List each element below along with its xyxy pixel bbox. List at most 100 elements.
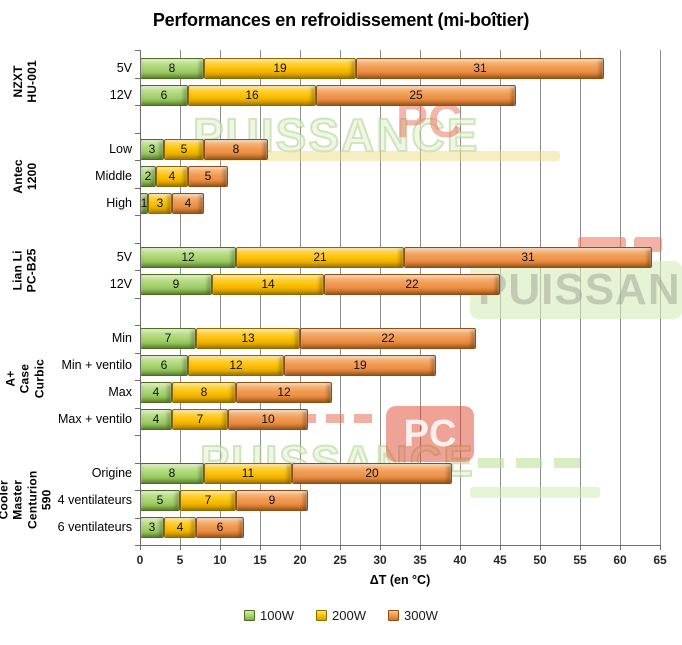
bar-segment-300w: 20 <box>292 462 452 484</box>
legend-label-200w: 200W <box>332 608 366 623</box>
bar-segment-100w: 8 <box>140 462 204 484</box>
bar-segment-300w: 4 <box>172 192 204 214</box>
x-axis-tick-50 <box>540 545 541 550</box>
legend-item-300w: 300W <box>387 608 438 623</box>
legend: 100W 200W 300W <box>0 608 682 623</box>
x-axis-tick-45 <box>500 545 501 550</box>
gridline-5 <box>180 50 181 545</box>
bar-segment-200w: 4 <box>164 516 196 538</box>
gridline-25 <box>340 50 341 545</box>
chart-title: Performances en refroidissement (mi-boît… <box>152 10 530 30</box>
gridline-30 <box>380 50 381 545</box>
x-tick-label-40: 40 <box>453 553 467 567</box>
gridline-65 <box>660 50 661 545</box>
category-label: 5V <box>116 61 132 75</box>
category-label: 12V <box>109 277 132 291</box>
bar-segment-300w: 22 <box>324 273 500 295</box>
legend-swatch-200w <box>316 610 328 621</box>
bar-segment-100w: 7 <box>140 327 196 349</box>
gridline-45 <box>500 50 501 545</box>
bar-segment-100w: 4 <box>140 381 172 403</box>
category-axis-tick <box>135 435 140 436</box>
legend-item-100w: 100W <box>244 608 294 623</box>
gridline-60 <box>620 50 621 545</box>
gridline-10 <box>220 50 221 545</box>
category-label: 12V <box>109 88 132 102</box>
x-tick-label-5: 5 <box>176 553 184 567</box>
bar-segment-300w: 31 <box>356 57 604 79</box>
group-label: A+ Case Curbic <box>2 314 48 444</box>
group-label-text: NZXT HU-001 <box>10 60 39 103</box>
category-axis-tick <box>135 105 140 106</box>
category-axis-tick <box>135 490 140 491</box>
category-axis-tick <box>135 352 140 354</box>
bar-segment-300w: 8 <box>204 138 268 160</box>
bar-segment-200w: 3 <box>148 192 172 214</box>
bar-segment-100w: 1 <box>140 192 148 214</box>
bar-segment-100w: 8 <box>140 57 204 79</box>
bar-segment-200w: 13 <box>196 327 300 349</box>
bar-segment-200w: 4 <box>156 165 188 187</box>
x-tick-label-20: 20 <box>293 553 307 567</box>
bar-segment-100w: 3 <box>140 138 164 160</box>
category-axis-tick <box>135 77 140 79</box>
x-tick-label-0: 0 <box>136 553 144 567</box>
category-label: 6 ventilateurs <box>57 520 132 534</box>
category-axis-tick <box>135 545 140 546</box>
gridline-40 <box>460 50 461 545</box>
category-axis-tick <box>135 462 140 464</box>
category-axis-tick <box>135 132 140 134</box>
x-tick-label-30: 30 <box>373 553 387 567</box>
group-label-text: Lian Li PC-B25 <box>10 248 39 293</box>
x-axis-tick-20 <box>300 545 301 550</box>
bar-segment-200w: 11 <box>204 462 292 484</box>
x-axis-tick-0 <box>140 545 141 550</box>
category-label: Low <box>109 142 132 156</box>
legend-swatch-300w <box>387 610 399 621</box>
x-axis-tick-55 <box>580 545 581 550</box>
x-tick-label-10: 10 <box>213 553 227 567</box>
x-tick-label-45: 45 <box>493 553 507 567</box>
bar-segment-100w: 9 <box>140 273 212 295</box>
category-axis-tick <box>135 380 140 381</box>
bar-segment-100w: 2 <box>140 165 156 187</box>
category-axis-tick <box>135 270 140 271</box>
category-axis-tick <box>135 407 140 409</box>
gridline-20 <box>300 50 301 545</box>
bar-segment-300w: 31 <box>404 246 652 268</box>
category-label: 4 ventilateurs <box>57 493 132 507</box>
x-axis-tick-40 <box>460 545 461 550</box>
bar-segment-200w: 21 <box>236 246 404 268</box>
category-label: Max + ventilo <box>58 412 132 426</box>
x-axis-tick-65 <box>660 545 661 550</box>
x-tick-label-15: 15 <box>253 553 267 567</box>
bar-segment-200w: 8 <box>172 381 236 403</box>
bar-segment-200w: 16 <box>188 84 316 106</box>
bar-segment-300w: 25 <box>316 84 516 106</box>
bar-segment-300w: 9 <box>236 489 308 511</box>
category-label: Origine <box>91 466 132 480</box>
category-axis-tick <box>135 160 140 161</box>
category-label: High <box>106 196 132 210</box>
category-axis-line <box>140 50 141 545</box>
x-axis-tick-30 <box>380 545 381 550</box>
bar-segment-200w: 7 <box>180 489 236 511</box>
legend-label-300w: 300W <box>403 608 438 623</box>
value-axis-line <box>140 545 661 546</box>
x-tick-label-35: 35 <box>413 553 427 567</box>
category-axis-tick <box>135 50 140 51</box>
bar-segment-300w: 5 <box>188 165 228 187</box>
category-axis-tick <box>135 517 140 519</box>
bar-segment-300w: 6 <box>196 516 244 538</box>
category-axis-tick <box>135 187 140 189</box>
bar-segment-200w: 5 <box>164 138 204 160</box>
x-axis-tick-5 <box>180 545 181 550</box>
x-axis-tick-25 <box>340 545 341 550</box>
bar-segment-300w: 22 <box>300 327 476 349</box>
category-axis-tick <box>135 215 140 216</box>
bar-segment-300w: 19 <box>284 354 436 376</box>
bar-segment-100w: 6 <box>140 354 188 376</box>
group-label-text: Cooler Master Centurion 590 <box>0 470 54 530</box>
bar-segment-200w: 12 <box>188 354 284 376</box>
